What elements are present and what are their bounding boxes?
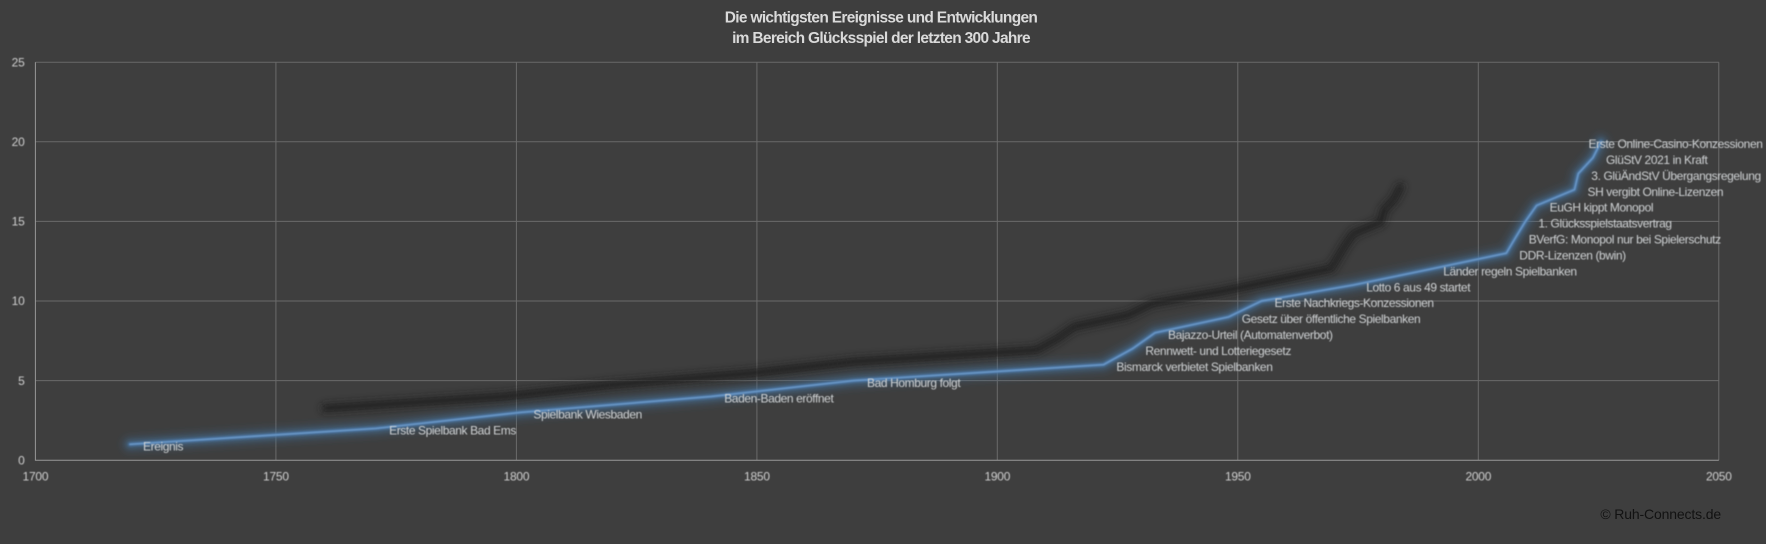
- svg-text:1750: 1750: [263, 470, 289, 484]
- svg-text:Baden-Baden eröffnet: Baden-Baden eröffnet: [724, 392, 834, 406]
- svg-text:0: 0: [18, 453, 25, 467]
- svg-text:im Bereich Glücksspiel der let: im Bereich Glücksspiel der letzten 300 J…: [732, 30, 1031, 47]
- svg-text:© Ruh-Connects.de: © Ruh-Connects.de: [1600, 506, 1721, 522]
- svg-text:Die wichtigsten Ereignisse und: Die wichtigsten Ereignisse und Entwicklu…: [725, 10, 1038, 27]
- svg-text:Spielbank Wiesbaden: Spielbank Wiesbaden: [533, 408, 641, 422]
- svg-text:Gesetz über öffentliche Spielb: Gesetz über öffentliche Spielbanken: [1242, 312, 1421, 326]
- svg-text:2050: 2050: [1706, 470, 1732, 484]
- svg-text:20: 20: [12, 135, 25, 149]
- svg-text:1950: 1950: [1225, 470, 1251, 484]
- svg-text:25: 25: [12, 55, 25, 69]
- svg-text:BVerfG: Monopol nur bei Spiele: BVerfG: Monopol nur bei Spielerschutz: [1529, 233, 1721, 247]
- svg-text:1900: 1900: [984, 470, 1010, 484]
- svg-text:Erste Nachkriegs-Konzessionen: Erste Nachkriegs-Konzessionen: [1275, 296, 1434, 310]
- svg-text:Erste Online-Casino-Konzession: Erste Online-Casino-Konzessionen: [1589, 137, 1763, 151]
- svg-text:Bajazzo-Urteil (Automatenverbo: Bajazzo-Urteil (Automatenverbot): [1168, 328, 1333, 342]
- svg-text:DDR-Lizenzen (bwin): DDR-Lizenzen (bwin): [1519, 248, 1626, 262]
- svg-text:1700: 1700: [23, 470, 49, 484]
- svg-text:Lotto 6 aus 49 startet: Lotto 6 aus 49 startet: [1366, 280, 1471, 294]
- svg-text:1. Glücksspielstaatsvertrag: 1. Glücksspielstaatsvertrag: [1538, 217, 1671, 231]
- svg-text:Ereignis: Ereignis: [143, 440, 184, 454]
- svg-text:3. GlüÄndStV Übergangsregelung: 3. GlüÄndStV Übergangsregelung: [1591, 169, 1760, 183]
- svg-text:SH vergibt Online-Lizenzen: SH vergibt Online-Lizenzen: [1588, 185, 1724, 199]
- svg-text:Bad Homburg folgt: Bad Homburg folgt: [867, 376, 961, 390]
- svg-text:1850: 1850: [744, 470, 770, 484]
- svg-text:2000: 2000: [1465, 470, 1491, 484]
- svg-text:15: 15: [12, 215, 25, 229]
- svg-text:EuGH kippt Monopol: EuGH kippt Monopol: [1550, 201, 1654, 215]
- svg-text:Erste Spielbank Bad Ems: Erste Spielbank Bad Ems: [389, 424, 516, 438]
- svg-text:Bismarck verbietet Spielbanken: Bismarck verbietet Spielbanken: [1116, 360, 1272, 374]
- svg-text:Länder regeln Spielbanken: Länder regeln Spielbanken: [1443, 264, 1576, 278]
- svg-text:5: 5: [18, 374, 25, 388]
- svg-text:1800: 1800: [504, 470, 530, 484]
- svg-text:10: 10: [12, 294, 25, 308]
- svg-text:GlüStV 2021 in Kraft: GlüStV 2021 in Kraft: [1606, 153, 1708, 167]
- svg-text:Rennwett- und Lotteriegesetz: Rennwett- und Lotteriegesetz: [1145, 344, 1291, 358]
